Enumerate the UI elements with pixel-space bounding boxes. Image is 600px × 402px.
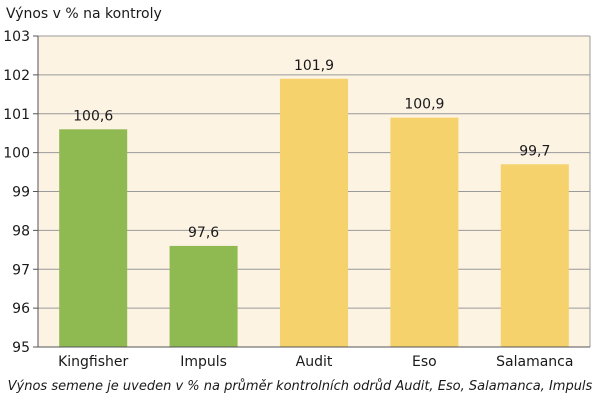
y-tick-label: 99 <box>12 185 30 201</box>
bar-value-label: 101,9 <box>294 58 334 74</box>
bar-value-label: 100,9 <box>404 97 444 113</box>
y-tick-label: 100 <box>3 146 30 162</box>
x-tick-label: Kingfisher <box>58 354 128 370</box>
x-tick-label: Salamanca <box>496 354 573 370</box>
x-tick-label: Impuls <box>180 354 227 370</box>
bar-value-label: 99,7 <box>519 143 550 159</box>
y-tick-label: 102 <box>3 68 30 84</box>
x-tick-label: Eso <box>412 354 437 370</box>
y-tick-label: 97 <box>12 262 30 278</box>
bar <box>169 245 238 347</box>
chart-title: Výnos v % na kontroly <box>6 6 162 22</box>
bar <box>59 129 128 347</box>
y-tick-label: 103 <box>3 29 30 45</box>
y-tick-label: 98 <box>12 223 30 239</box>
bar <box>500 164 569 347</box>
bar <box>390 117 459 347</box>
chart-caption: Výnos semene je uveden v % na průměr kon… <box>7 379 593 394</box>
y-tick-label: 96 <box>12 301 30 317</box>
bar <box>280 78 348 347</box>
y-tick-label: 101 <box>3 107 30 123</box>
y-tick-label: 95 <box>12 340 30 356</box>
bar-value-label: 97,6 <box>188 225 219 241</box>
bar-value-label: 100,6 <box>73 108 113 124</box>
x-tick-label: Audit <box>296 354 333 370</box>
